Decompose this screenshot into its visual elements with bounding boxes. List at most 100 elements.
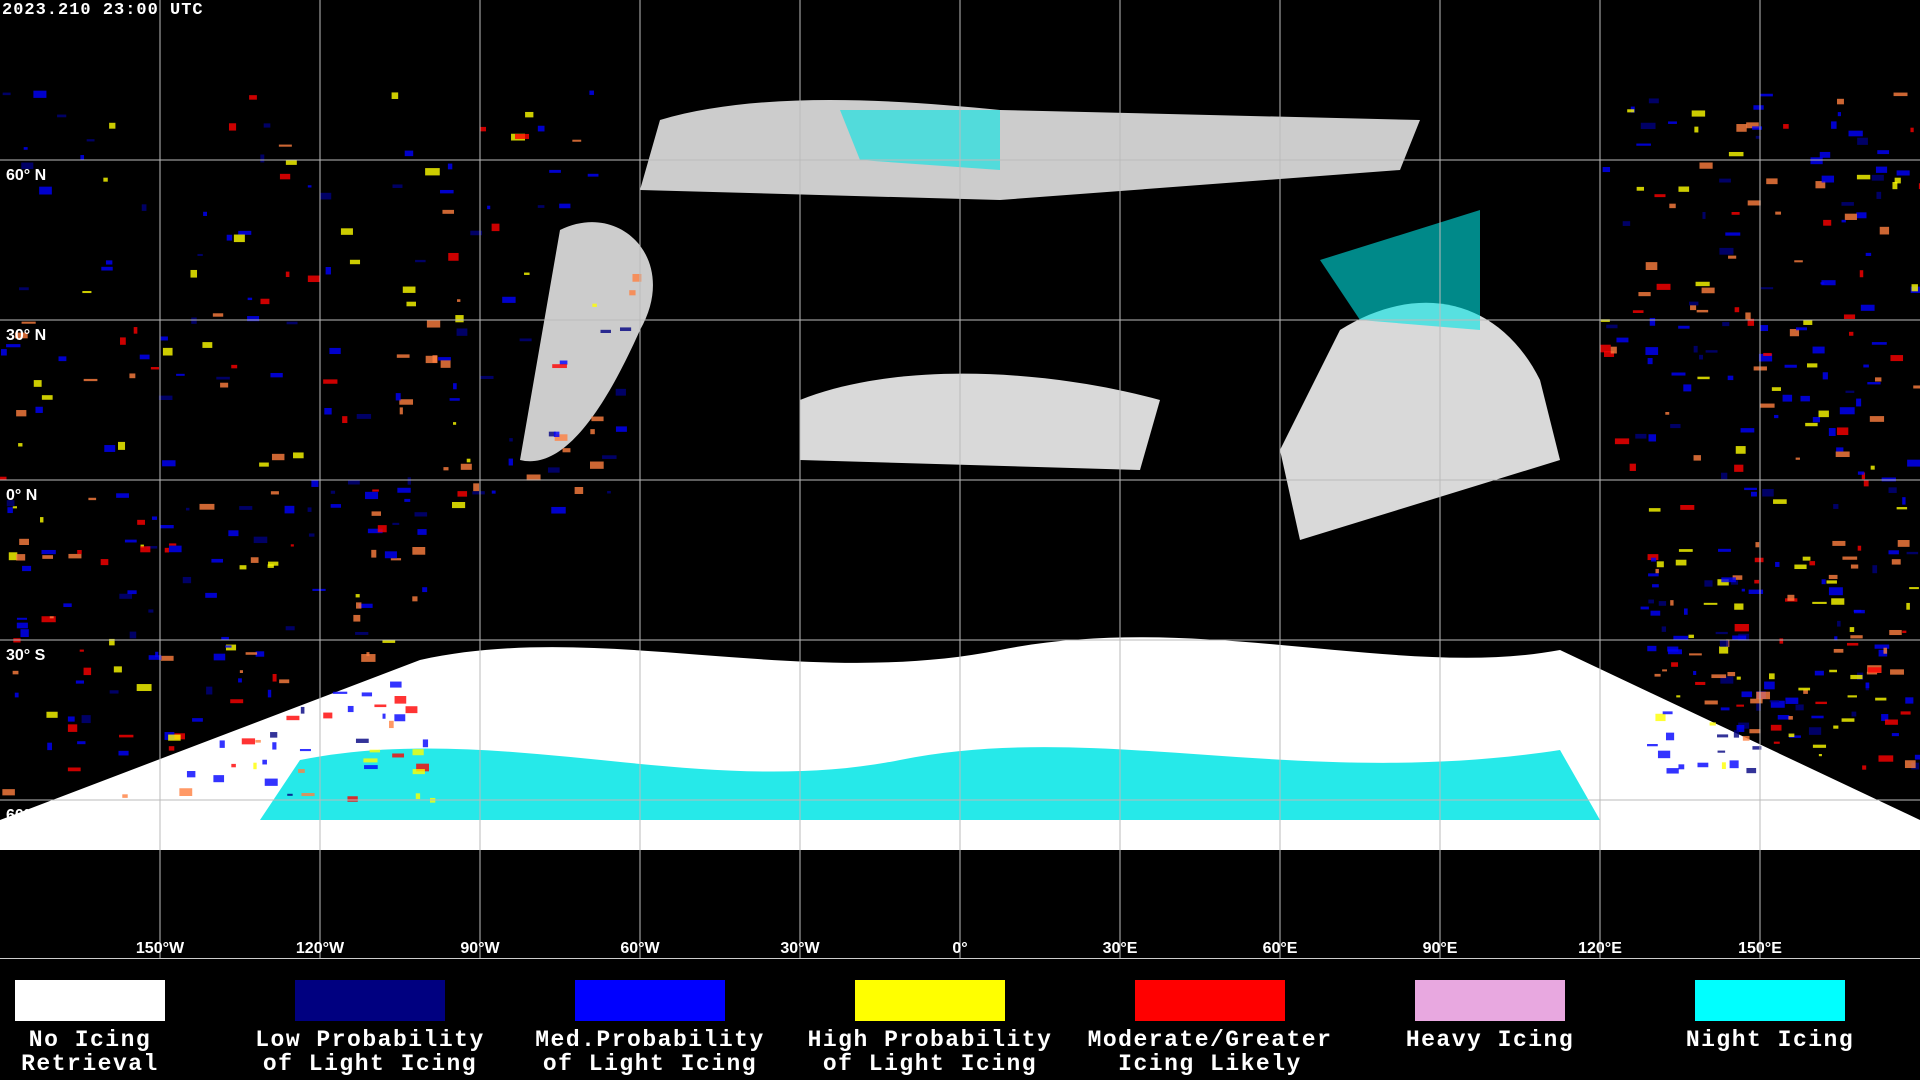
icing-speck: [1839, 407, 1855, 415]
icing-speck: [1795, 457, 1800, 460]
icing-speck: [399, 399, 414, 405]
icing-speck: [16, 622, 28, 629]
icing-speck: [392, 184, 403, 188]
icing-speck: [1906, 602, 1910, 610]
icing-speck: [148, 609, 154, 613]
icing-speck: [1856, 212, 1867, 219]
icing-speck: [241, 738, 256, 745]
icing-speck: [109, 122, 116, 129]
icing-speck: [1896, 507, 1908, 510]
cloud-patch: [1280, 302, 1560, 540]
icing-speck: [1860, 304, 1875, 311]
icing-speck: [1910, 127, 1914, 133]
icing-speck: [1632, 310, 1644, 313]
icing-speck: [1788, 733, 1795, 738]
icing-speck: [1760, 93, 1773, 97]
icing-speck: [213, 775, 225, 783]
icing-speck: [1606, 324, 1618, 329]
icing-speck: [548, 431, 556, 437]
icing-speck: [457, 299, 461, 302]
icing-speck: [1818, 410, 1829, 418]
icing-speck: [355, 631, 369, 635]
icing-speck: [1747, 200, 1761, 206]
icing-speck: [1775, 211, 1782, 215]
icing-speck: [238, 230, 252, 235]
icing-speck: [1673, 635, 1689, 640]
icing-speck: [1729, 760, 1739, 769]
icing-speck: [267, 689, 272, 698]
latitude-label: 30° S: [6, 647, 46, 664]
icing-speck: [119, 593, 133, 599]
icing-speck: [21, 162, 34, 170]
icing-speck: [1755, 135, 1761, 139]
icing-speck: [1914, 754, 1920, 760]
legend-label: of Light Icing: [263, 1051, 477, 1077]
icing-speck: [1843, 314, 1856, 320]
icing-speck: [1733, 730, 1740, 738]
icing-speck: [83, 378, 98, 382]
icing-speck: [1818, 753, 1822, 757]
icing-speck: [392, 522, 400, 525]
icing-speck: [83, 667, 92, 676]
icing-speck: [559, 360, 568, 365]
icing-speck: [238, 678, 242, 683]
icing-speck: [1812, 346, 1825, 354]
icing-speck: [272, 742, 277, 750]
icing-speck: [1851, 711, 1857, 717]
icing-speck: [1850, 635, 1863, 639]
icing-speck: [1821, 175, 1835, 183]
icing-speck: [116, 493, 129, 498]
legend-label: of Light Icing: [543, 1051, 757, 1077]
icing-speck: [1828, 574, 1838, 580]
icing-speck: [1902, 497, 1906, 505]
icing-speck: [301, 793, 315, 797]
longitude-label: 30°E: [1103, 940, 1138, 957]
icing-speck: [1773, 499, 1787, 504]
icing-speck: [1876, 191, 1882, 199]
icing-speck: [1728, 151, 1744, 157]
icing-speck: [365, 491, 379, 500]
icing-speck: [284, 505, 295, 514]
icing-speck: [129, 373, 136, 379]
icing-speck: [6, 344, 21, 348]
icing-speck: [432, 355, 438, 363]
icing-speck: [453, 383, 457, 390]
icing-speck: [1711, 674, 1727, 679]
icing-speck: [1678, 186, 1690, 192]
icing-speck: [438, 357, 451, 361]
icing-speck: [39, 186, 52, 195]
icing-speck: [1732, 635, 1747, 640]
icing-speck: [406, 301, 417, 307]
icing-speck: [197, 253, 203, 256]
icing-speck: [140, 546, 151, 553]
icing-speck: [1820, 282, 1825, 285]
icing-speck: [14, 692, 19, 698]
icing-speck: [1788, 716, 1793, 720]
icing-speck: [425, 355, 438, 364]
icing-speck: [382, 713, 386, 719]
icing-speck: [1648, 98, 1659, 104]
icing-speck: [1833, 725, 1839, 729]
icing-speck: [416, 763, 429, 772]
icing-speck: [1837, 620, 1841, 627]
icing-speck: [1666, 768, 1679, 774]
icing-speck: [136, 684, 152, 692]
icing-speck: [1640, 606, 1649, 610]
icing-speck: [377, 525, 387, 533]
icing-speck: [396, 354, 410, 358]
icing-speck: [160, 525, 174, 529]
icing-speck: [325, 267, 331, 275]
icing-speck: [21, 321, 36, 324]
icing-speck: [537, 205, 545, 208]
icing-speck: [1746, 767, 1757, 774]
icing-speck: [1865, 682, 1870, 689]
icing-speck: [1805, 422, 1818, 427]
icing-speck: [140, 544, 144, 548]
icing-speck: [1727, 671, 1736, 677]
icing-speck: [1752, 126, 1763, 130]
timestamp: 2023.210 23:00 UTC: [2, 1, 204, 20]
icing-speck: [1789, 735, 1801, 738]
icing-speck: [1809, 561, 1816, 566]
icing-speck: [1640, 122, 1656, 130]
icing-speck: [443, 467, 449, 471]
